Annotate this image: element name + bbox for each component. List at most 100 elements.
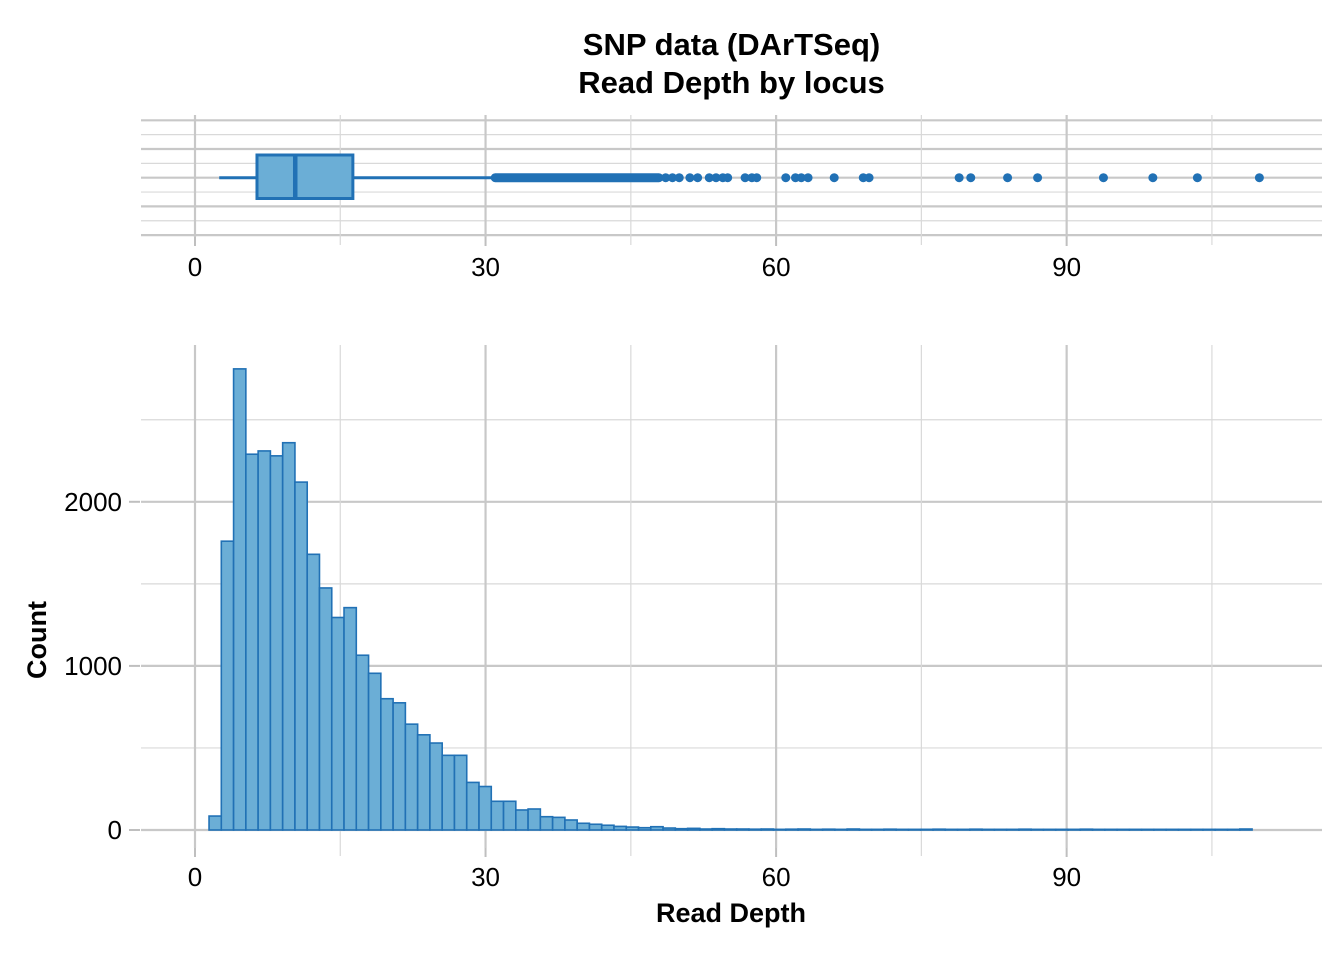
histogram-bar (441, 754, 456, 831)
histogram-bar (551, 816, 566, 831)
histogram-bar (1067, 828, 1082, 831)
outlier-dot (803, 173, 813, 183)
histogram-bar (220, 540, 235, 831)
histogram-bar (993, 828, 1008, 831)
outlier-dot (711, 173, 721, 183)
histogram-bar (1177, 828, 1192, 831)
x-tick-label: 0 (188, 862, 202, 892)
histogram-bar (392, 702, 407, 831)
box (255, 153, 355, 200)
outlier-dot (966, 173, 976, 183)
histogram-bar (1018, 828, 1032, 831)
histogram-bar (1079, 828, 1094, 831)
histogram-bar (895, 828, 910, 831)
y-tick-label: 2000 (64, 487, 122, 517)
histogram-bar (588, 823, 603, 831)
histogram-bar (883, 828, 898, 831)
histogram-bar (1153, 828, 1167, 831)
histogram-bar (1030, 828, 1045, 831)
histogram-bar (711, 827, 726, 831)
outlier-dot (954, 173, 964, 183)
outlier-dot (1098, 173, 1108, 183)
histogram-bar (932, 828, 947, 831)
histogram-bar (834, 828, 848, 831)
outlier-dot (704, 173, 714, 183)
x-tick-label: 60 (762, 862, 791, 892)
histogram-bar (735, 828, 750, 831)
outlier-dot (1192, 173, 1202, 183)
histogram-bar (1116, 828, 1131, 831)
histogram-bar (564, 819, 578, 831)
histogram-bar (465, 781, 480, 831)
histogram-bar (870, 828, 885, 831)
histogram-bar (846, 828, 861, 831)
histogram-bar (686, 827, 701, 831)
histogram-bar (306, 553, 321, 831)
outlier-dot (693, 173, 703, 183)
histogram-bar (1238, 828, 1253, 831)
histogram-bar (919, 828, 934, 831)
histogram-bar (281, 441, 296, 831)
histogram-bar (613, 825, 628, 831)
x-tick-label: 30 (471, 252, 500, 282)
histogram-bar (784, 828, 799, 831)
outlier-dot (1148, 173, 1158, 183)
histogram-bar (404, 723, 419, 831)
histogram-bar (797, 828, 812, 831)
histogram-bar (600, 824, 615, 831)
histogram-bar (969, 828, 983, 831)
histogram-bar (723, 828, 738, 831)
histogram-bar (1128, 828, 1143, 831)
y-tick-label: 0 (108, 815, 122, 845)
histogram-bar (1165, 828, 1180, 831)
histogram-bar (981, 828, 996, 831)
histogram-bar (232, 368, 247, 831)
histogram-bar (772, 828, 787, 831)
y-tick-label: 1000 (64, 651, 122, 681)
histogram-bar (294, 481, 309, 831)
x-axis-title: Read Depth (656, 898, 806, 928)
histogram-bar (330, 616, 345, 831)
x-tick-label: 60 (762, 252, 791, 282)
boxplot-x-axis: 0 30 60 90 (188, 237, 1213, 282)
outlier-dot (864, 173, 874, 183)
histogram-bar (380, 697, 394, 831)
outlier-dot (1254, 173, 1264, 183)
histogram-bar (416, 734, 431, 831)
histogram-axes: 0 1000 2000 0 30 60 90 (64, 487, 1213, 892)
histogram-bar (1189, 828, 1204, 831)
histogram-bar (674, 827, 689, 831)
histogram-bar (269, 455, 284, 831)
x-tick-label: 90 (1052, 862, 1081, 892)
histogram-bar (515, 809, 529, 831)
histogram-bar (502, 800, 517, 831)
chart-title: SNP data (DArTSeq) Read Depth by locus (141, 26, 1322, 102)
histogram-bar (1005, 828, 1020, 831)
histogram-bar (478, 785, 493, 831)
histogram-bar (625, 826, 640, 831)
histogram-bar (821, 828, 836, 831)
histogram-bar (1091, 828, 1106, 831)
histogram-bar (539, 815, 554, 831)
outlier-dot (829, 173, 839, 183)
histogram-bar (699, 828, 713, 831)
x-tick-label: 30 (471, 862, 500, 892)
histogram-bar (318, 587, 333, 831)
histogram-bar (490, 800, 505, 831)
outlier-dot (740, 173, 750, 183)
histogram-bar (257, 450, 272, 831)
chart-title-line1: SNP data (DArTSeq) (582, 27, 881, 62)
outlier-dot (685, 173, 695, 183)
histogram-bar (208, 815, 223, 831)
x-tick-label: 0 (188, 252, 202, 282)
outlier-dot (661, 173, 671, 183)
histogram-bar (343, 606, 358, 831)
outlier-dot (667, 173, 677, 183)
outlier-dot (723, 173, 733, 183)
outlier-dot (781, 173, 791, 183)
histogram-bar (1042, 828, 1057, 831)
histogram-bar (1202, 828, 1217, 831)
histogram-bar (1214, 828, 1229, 831)
histogram-bar (760, 828, 775, 831)
chart-title-line2: Read Depth by locus (578, 65, 885, 100)
